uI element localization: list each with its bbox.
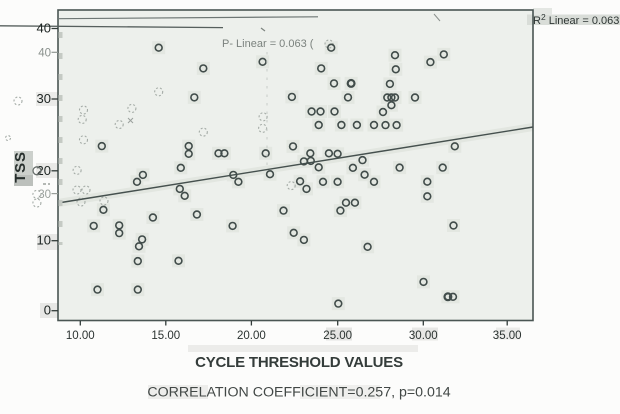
svg-text:CYCLE THRESHOLD VALUES: CYCLE THRESHOLD VALUES: [195, 354, 403, 371]
svg-text:30: 30: [38, 189, 51, 201]
svg-text:20: 20: [37, 163, 51, 178]
svg-text:TSS: TSS: [12, 151, 29, 183]
svg-text:35.00: 35.00: [493, 330, 522, 342]
svg-text:30: 30: [37, 91, 51, 106]
svg-text:25.00: 25.00: [323, 330, 352, 342]
svg-text:20.00: 20.00: [237, 330, 266, 342]
svg-text:10: 10: [37, 233, 51, 248]
svg-text:10.00: 10.00: [66, 330, 95, 342]
svg-text:15.00: 15.00: [151, 330, 180, 342]
svg-text:CORRELATION COEFFICIENT=0.257,: CORRELATION COEFFICIENT=0.257, p=0.014: [147, 385, 450, 401]
svg-text:0: 0: [44, 303, 51, 318]
svg-text:P- Linear = 0.063 (: P- Linear = 0.063 (: [222, 38, 314, 50]
svg-text:40: 40: [37, 21, 51, 36]
svg-text:R2 Linear = 0.063: R2 Linear = 0.063: [533, 12, 619, 27]
svg-text:30.00: 30.00: [409, 330, 438, 342]
svg-text:40: 40: [38, 48, 51, 60]
